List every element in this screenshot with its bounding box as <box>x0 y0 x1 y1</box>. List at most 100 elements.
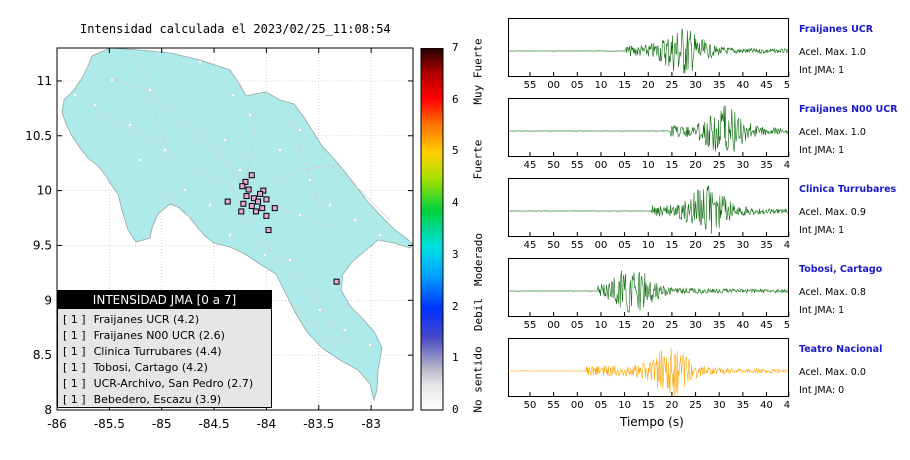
station-marker[interactable] <box>263 212 270 219</box>
waveform-station-name: Fraijanes UCR <box>799 24 874 35</box>
map-x-tick-label: -83 <box>361 417 381 431</box>
waveform-accel-max: Acel. Max. 0.9 <box>799 207 866 218</box>
legend-title: INTENSIDAD JMA [0 a 7] <box>58 291 271 309</box>
town-dot <box>231 93 235 97</box>
waveform-tick-label: 40 <box>784 240 790 251</box>
station-marker[interactable] <box>243 193 250 200</box>
legend-item-name: Clinica Turrubares (4.4) <box>93 345 222 358</box>
waveform-tick-label: 10 <box>618 400 631 411</box>
station-marker[interactable] <box>255 198 262 205</box>
town-dot <box>183 188 187 192</box>
waveform-panel: 45 50 55 00 05 10 15 20 25 30 35 40 <box>508 178 790 251</box>
legend-item: [ 1 ] Bebedero, Escazu (3.9) <box>63 392 271 408</box>
legend-item: [ 1 ] Fraijanes N00 UCR (2.6) <box>63 328 271 344</box>
waveform-tick-label: 50 <box>784 80 790 91</box>
waveform-panel: 55 00 05 10 15 20 25 30 35 40 45 50 <box>508 258 790 331</box>
legend-item: [ 1 ] Fraijanes UCR (4.2) <box>63 312 271 328</box>
waveform-tick-label: 15 <box>666 240 679 251</box>
map-y-tick-label: 10 <box>37 184 52 198</box>
colorbar-category-label: Moderado <box>471 233 485 286</box>
station-marker[interactable] <box>252 208 259 215</box>
legend-item-name: Fraijanes N00 UCR (2.6) <box>93 329 225 342</box>
colorbar-tick-label: 1 <box>452 351 459 365</box>
waveform-tick-label: 50 <box>784 320 790 331</box>
map-chart: -86 -85.5 -85 -84.5 -84 -83.5 -83 11 10.5 10 9.5 9… <box>25 47 414 431</box>
station-marker[interactable] <box>248 202 255 209</box>
waveform-tick-label: 30 <box>689 80 702 91</box>
map-y-tick-label: 8 <box>44 403 52 417</box>
station-marker[interactable] <box>224 198 231 205</box>
town-dot <box>138 158 142 162</box>
station-marker[interactable] <box>260 187 267 194</box>
waveform-panel: 45 50 55 00 05 10 15 20 25 30 35 40 <box>508 98 790 171</box>
map-x-tick-label: -86 <box>47 417 67 431</box>
map-x-tick-label: -84.5 <box>199 417 230 431</box>
legend-item: [ 1 ] Tobosi, Cartago (4.2) <box>63 360 271 376</box>
legend-item-name: Bebedero, Escazu (3.9) <box>93 393 222 406</box>
colorbar-category-label: Muy Fuerte <box>471 38 485 105</box>
map-frame <box>56 47 414 411</box>
legend-item-level: [ 1 ] <box>63 393 86 406</box>
colorbar-tick-label: 2 <box>452 299 459 313</box>
waveform-tick-label: 40 <box>737 320 750 331</box>
station-marker[interactable] <box>263 196 270 203</box>
waveform-tick-label: 50 <box>547 160 560 171</box>
town-dot <box>198 60 202 64</box>
waveform-tick-label: 30 <box>713 400 726 411</box>
town-dot <box>263 253 267 257</box>
town-dot <box>368 343 372 347</box>
costa-rica-landmass <box>61 47 414 402</box>
station-marker[interactable] <box>257 190 264 197</box>
station-marker[interactable] <box>239 183 246 190</box>
waveform-accel-max: Acel. Max. 0.0 <box>799 367 866 378</box>
waveform-tick-label: 40 <box>737 80 750 91</box>
waveform-tick-label: 15 <box>642 400 655 411</box>
waveform-tick-label: 45 <box>760 320 773 331</box>
waveform-trace <box>508 28 788 74</box>
station-marker[interactable] <box>265 227 272 234</box>
waveform-tick-label: 15 <box>618 320 631 331</box>
waveform-tick-label: 45 <box>524 240 537 251</box>
waveform-tick-label: 55 <box>571 240 584 251</box>
colorbar-tick-label: 3 <box>452 247 459 261</box>
station-marker[interactable] <box>333 278 340 285</box>
waveform-accel-max: Acel. Max. 0.8 <box>799 287 866 298</box>
town-dot <box>93 103 97 107</box>
waveform-tick-label: 55 <box>571 160 584 171</box>
town-dot <box>223 138 227 142</box>
waveform-panel: 55 00 05 10 15 20 25 30 35 40 45 50 <box>508 18 790 91</box>
town-dot <box>328 203 332 207</box>
legend-items: [ 1 ] Fraijanes UCR (4.2) [ 1 ] Fraijanes N… <box>58 309 271 408</box>
station-marker[interactable] <box>250 195 257 202</box>
legend-item-level: [ 1 ] <box>63 361 86 374</box>
waveform-tick-label: 35 <box>713 320 726 331</box>
waveform-tick-label: 55 <box>524 320 537 331</box>
intensity-colorbar <box>420 48 444 411</box>
town-dot <box>148 88 152 92</box>
station-marker[interactable] <box>242 178 249 185</box>
town-dot <box>343 328 347 332</box>
colorbar-category-label: Debil <box>471 297 485 332</box>
map-y-tick-label: 9.5 <box>33 238 52 252</box>
waveform-tick-label: 35 <box>760 240 773 251</box>
waveform-tick-label: 30 <box>689 320 702 331</box>
town-dot <box>128 123 132 127</box>
waveform-tick-label: 10 <box>642 160 655 171</box>
waveform-tick-label: 45 <box>784 400 790 411</box>
town-dot <box>353 218 357 222</box>
station-marker[interactable] <box>271 205 278 212</box>
legend-item-name: Tobosi, Cartago (4.2) <box>93 361 208 374</box>
station-marker[interactable] <box>238 208 245 215</box>
intensity-legend: INTENSIDAD JMA [0 a 7] [ 1 ] Fraijanes UC… <box>57 290 272 408</box>
station-marker[interactable] <box>248 172 255 179</box>
town-dot <box>308 178 312 182</box>
waveform-tick-label: 25 <box>666 80 679 91</box>
colorbar-tick-label: 6 <box>452 92 459 106</box>
waveform-tick-label: 00 <box>547 80 560 91</box>
waveform-jma-intensity: Int JMA: 1 <box>799 225 845 236</box>
station-marker[interactable] <box>240 200 247 207</box>
waveform-tick-label: 20 <box>689 240 702 251</box>
station-marker[interactable] <box>259 205 266 212</box>
waveform-station-name: Clinica Turrubares <box>799 184 897 195</box>
station-marker[interactable] <box>245 186 252 193</box>
